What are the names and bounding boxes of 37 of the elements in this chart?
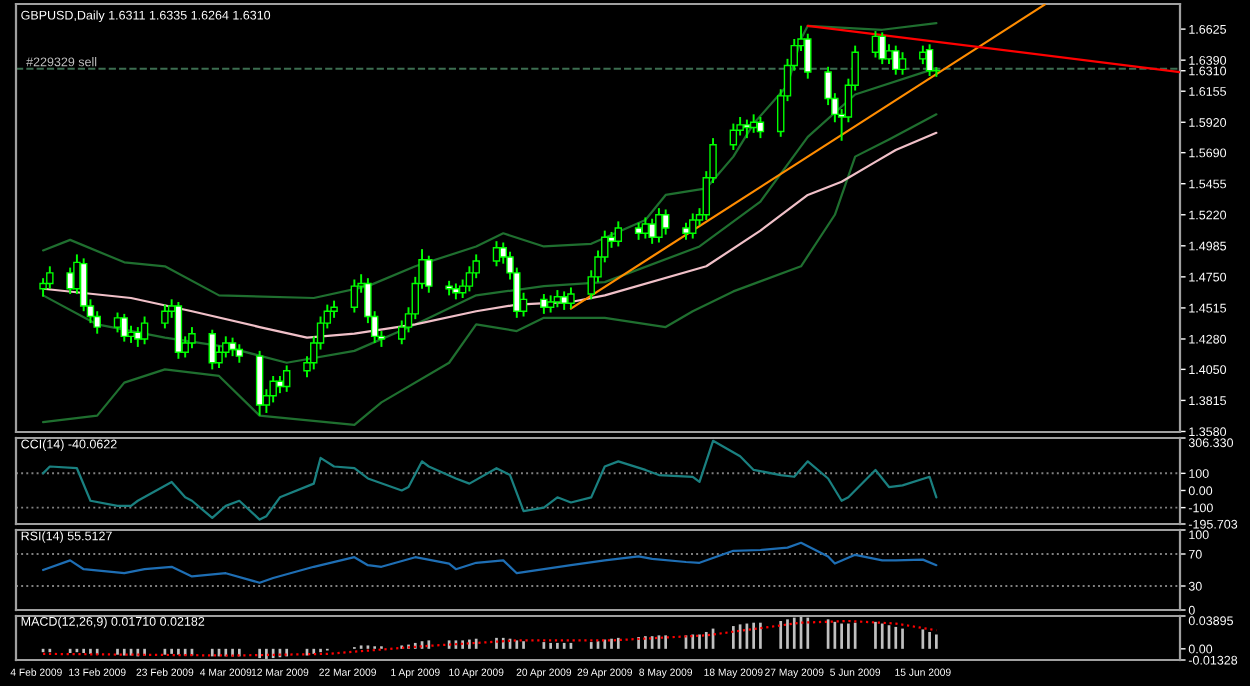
candlestick <box>140 315 149 346</box>
candlestick <box>425 254 433 294</box>
candlestick <box>661 208 670 236</box>
candlestick <box>282 364 291 393</box>
candlestick <box>648 217 656 245</box>
candlestick <box>567 286 575 310</box>
candlestick <box>655 207 663 244</box>
candlestick <box>540 293 548 315</box>
candlestick <box>614 220 623 248</box>
candlestick <box>756 116 765 140</box>
candlestick <box>188 326 196 350</box>
candlestick <box>560 290 568 311</box>
candlestick <box>892 44 900 76</box>
candlestick <box>898 51 907 76</box>
candlestick <box>113 311 122 334</box>
candlestick <box>919 44 927 66</box>
candlestick <box>134 326 142 348</box>
line-series <box>41 131 938 339</box>
line-series <box>41 541 938 584</box>
candlestick <box>689 212 697 240</box>
candlestick <box>174 301 183 360</box>
line-series <box>41 66 938 364</box>
candlestick <box>235 343 244 364</box>
candlestick <box>729 122 738 151</box>
candlestick <box>120 312 129 343</box>
candlestick <box>492 240 501 268</box>
candlestick <box>66 266 74 296</box>
candlestick <box>885 43 893 66</box>
candlestick <box>350 278 359 314</box>
line-series <box>41 113 938 426</box>
candlestick <box>925 43 934 77</box>
candlestick <box>46 265 54 290</box>
candlestick <box>878 31 886 66</box>
candlestick <box>161 303 169 330</box>
candlestick <box>228 336 237 358</box>
candlestick <box>743 118 751 140</box>
candlestick <box>804 32 812 80</box>
